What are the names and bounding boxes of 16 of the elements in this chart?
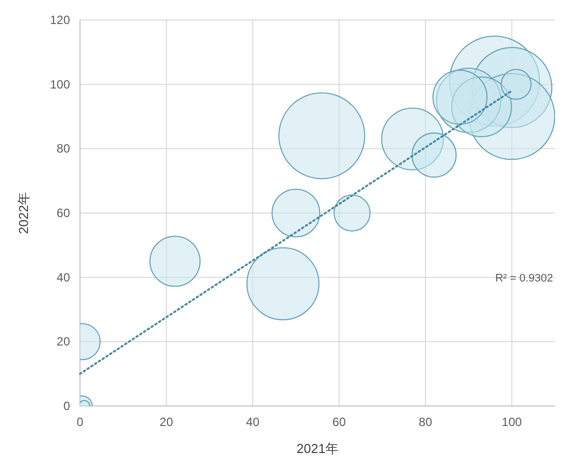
annotation: R² = 0.9302 xyxy=(495,272,553,284)
x-tick-label: 0 xyxy=(76,415,84,429)
x-tick-label: 40 xyxy=(246,415,260,429)
y-tick-label: 20 xyxy=(56,334,70,349)
x-tick-label: 100 xyxy=(502,415,522,429)
x-tick-label: 80 xyxy=(418,415,432,429)
y-tick-label: 100 xyxy=(50,77,70,92)
y-tick-label: 60 xyxy=(56,206,70,220)
x-tick-label: 20 xyxy=(160,415,174,429)
y-tick-label: 0 xyxy=(63,399,70,413)
y-axis-title: 2022年 xyxy=(16,192,31,234)
x-tick-label: 60 xyxy=(332,415,346,429)
y-tick-label: 80 xyxy=(56,142,70,156)
y-tick-label: 40 xyxy=(56,270,70,284)
y-tick-label: 120 xyxy=(50,13,70,27)
x-axis-title: 2021年 xyxy=(296,441,338,456)
